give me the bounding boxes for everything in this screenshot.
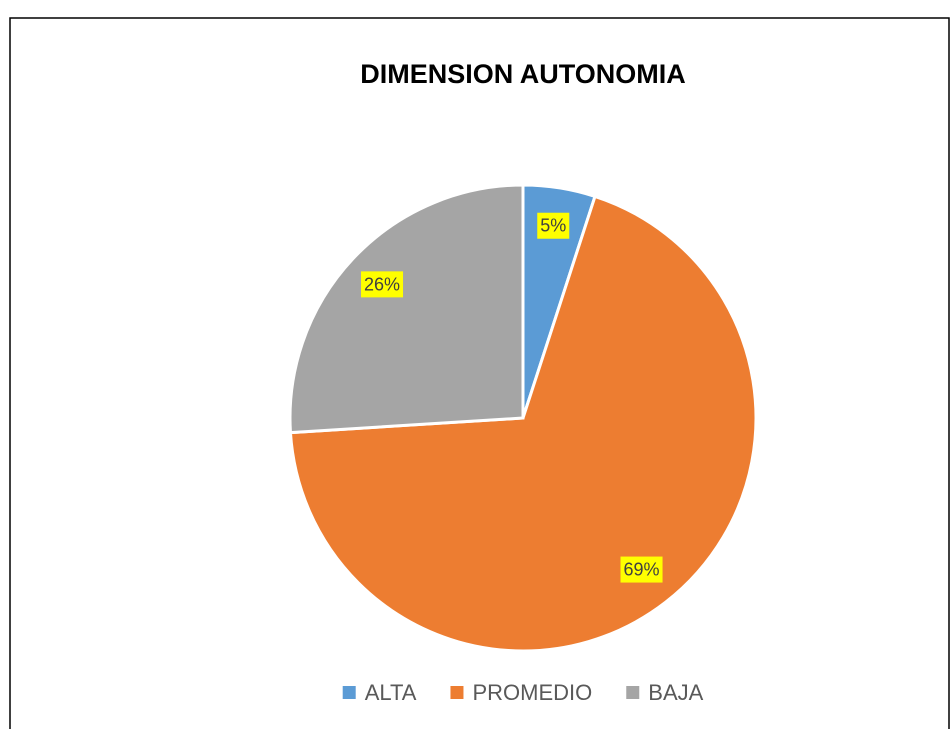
- legend-label: ALTA: [365, 680, 417, 705]
- data-label-bg: [361, 271, 404, 298]
- legend-label: BAJA: [648, 680, 703, 705]
- data-label-bg: [537, 212, 570, 239]
- legend-swatch: [342, 686, 356, 699]
- pie-slice: [288, 194, 758, 653]
- data-label-bg: [620, 556, 663, 583]
- legend: ALTA PROMEDIO BAJA: [342, 680, 704, 705]
- legend-swatch: [450, 686, 464, 699]
- chart-title: DIMENSION AUTONOMIA: [360, 59, 686, 89]
- legend-swatch: [626, 686, 640, 699]
- legend-label: PROMEDIO: [472, 680, 592, 705]
- data-label: 69%: [624, 560, 660, 580]
- data-label: 26%: [364, 274, 400, 294]
- data-label: 5%: [540, 216, 566, 236]
- pie-slice: [288, 183, 525, 435]
- data-labels: 5% 69% 26%: [361, 212, 663, 583]
- pie: [288, 183, 758, 653]
